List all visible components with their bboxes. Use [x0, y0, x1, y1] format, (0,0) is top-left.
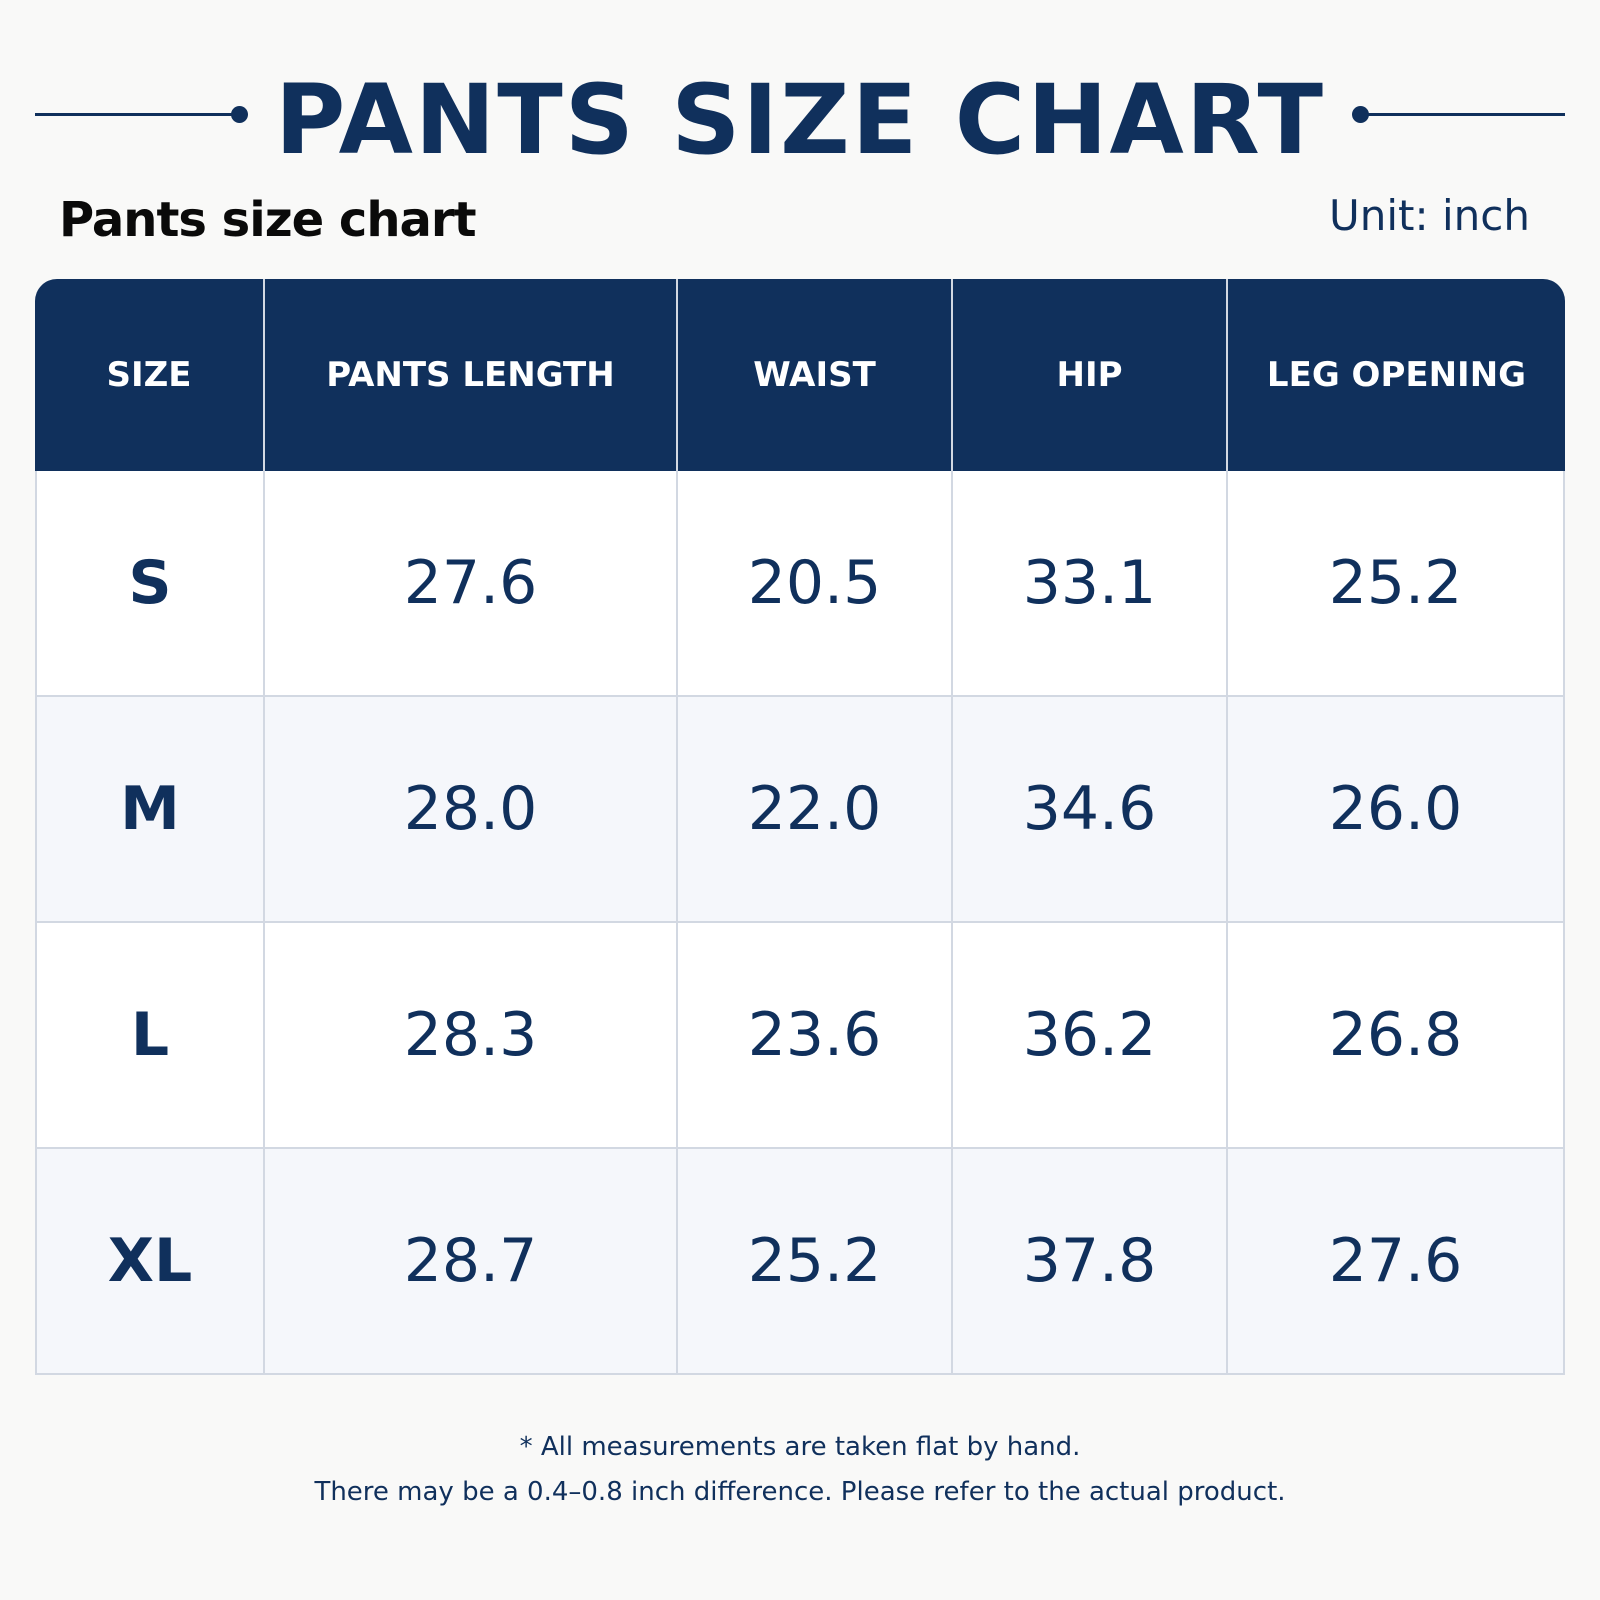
leg-opening-cell: 25.2 [1228, 471, 1565, 697]
title-divider-left [35, 113, 240, 116]
pants-length-cell: 28.7 [265, 1149, 678, 1375]
hip-cell: 37.8 [953, 1149, 1228, 1375]
pants-length-cell: 28.0 [265, 697, 678, 923]
measurement-notes: * All measurements are taken flat by han… [0, 1425, 1600, 1515]
header-leg-opening: LEG OPENING [1228, 279, 1565, 471]
header-pants-length: PANTS LENGTH [265, 279, 678, 471]
title-divider-right [1360, 113, 1565, 116]
size-cell: L [35, 923, 265, 1149]
hip-cell: 33.1 [953, 471, 1228, 697]
table-row: XL 28.7 25.2 37.8 27.6 [35, 1149, 1565, 1375]
size-table: SIZE PANTS LENGTH WAIST HIP LEG OPENING … [35, 279, 1565, 1375]
table-row: S 27.6 20.5 33.1 25.2 [35, 471, 1565, 697]
note-line-2: There may be a 0.4–0.8 inch difference. … [314, 1477, 1286, 1507]
hip-cell: 36.2 [953, 923, 1228, 1149]
hip-cell: 34.6 [953, 697, 1228, 923]
leg-opening-cell: 27.6 [1228, 1149, 1565, 1375]
waist-cell: 25.2 [678, 1149, 953, 1375]
table-body: S 27.6 20.5 33.1 25.2 M 28.0 22.0 34.6 2… [35, 471, 1565, 1375]
page-title: PANTS SIZE CHART [275, 64, 1325, 176]
pants-length-cell: 27.6 [265, 471, 678, 697]
leg-opening-cell: 26.0 [1228, 697, 1565, 923]
note-line-1: * All measurements are taken flat by han… [519, 1432, 1081, 1462]
table-row: M 28.0 22.0 34.6 26.0 [35, 697, 1565, 923]
title-dot-left [231, 106, 248, 123]
title-row: PANTS SIZE CHART [0, 60, 1600, 175]
table-header: SIZE PANTS LENGTH WAIST HIP LEG OPENING [35, 279, 1565, 471]
pants-length-cell: 28.3 [265, 923, 678, 1149]
header-row: SIZE PANTS LENGTH WAIST HIP LEG OPENING [35, 279, 1565, 471]
size-cell: S [35, 471, 265, 697]
leg-opening-cell: 26.8 [1228, 923, 1565, 1149]
subtitle: Pants size chart [59, 192, 477, 248]
header-waist: WAIST [678, 279, 953, 471]
header-size: SIZE [35, 279, 265, 471]
waist-cell: 23.6 [678, 923, 953, 1149]
waist-cell: 20.5 [678, 471, 953, 697]
waist-cell: 22.0 [678, 697, 953, 923]
unit-label: Unit: inch [1329, 191, 1530, 240]
header-hip: HIP [953, 279, 1228, 471]
size-cell: M [35, 697, 265, 923]
table-row: L 28.3 23.6 36.2 26.8 [35, 923, 1565, 1149]
size-table-container: SIZE PANTS LENGTH WAIST HIP LEG OPENING … [35, 279, 1565, 1375]
size-cell: XL [35, 1149, 265, 1375]
